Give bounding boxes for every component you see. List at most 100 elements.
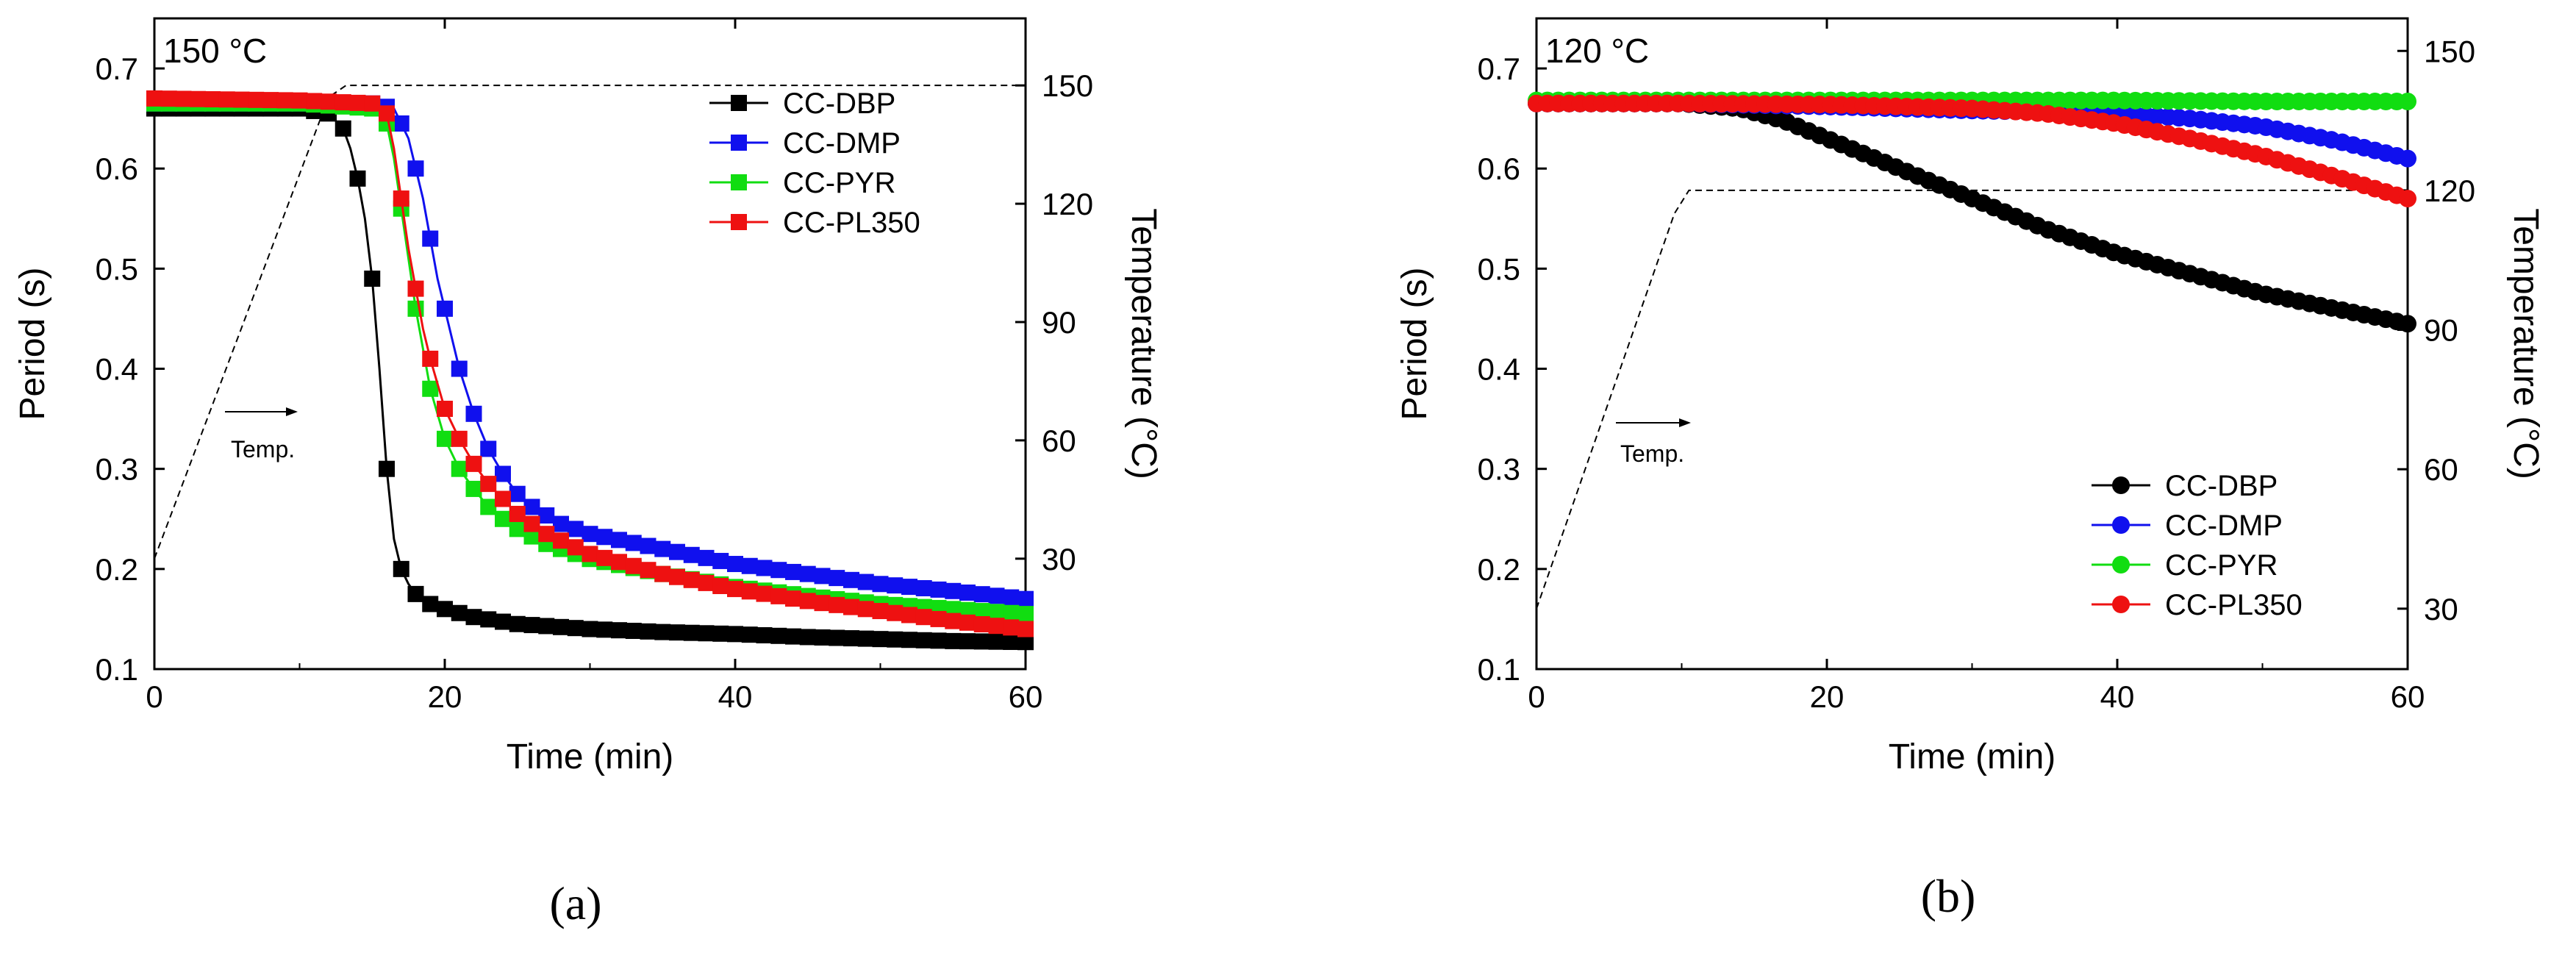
data-point-cc-dbp: [334, 120, 351, 137]
data-point-cc-dbp: [2399, 315, 2416, 333]
data-point-cc-pl350: [857, 601, 874, 618]
data-point-cc-pl350: [364, 95, 381, 112]
y-tick-label: 0.1: [96, 652, 138, 687]
data-point-cc-dbp: [596, 621, 613, 638]
data-point-cc-dmp: [959, 584, 976, 601]
data-point-cc-dmp: [930, 581, 947, 598]
temperature-curve: [1536, 189, 2408, 610]
y2-tick-label: 60: [1042, 424, 1076, 458]
data-point-cc-dmp: [465, 405, 482, 422]
data-point-cc-pl350: [1017, 621, 1034, 637]
data-point-cc-dmp: [451, 360, 468, 377]
legend-marker-cc-dbp: [731, 95, 747, 111]
data-point-cc-dmp: [422, 230, 439, 247]
data-point-cc-pl350: [799, 593, 816, 610]
data-point-cc-dbp: [393, 560, 409, 577]
temperature-curve: [154, 85, 1026, 560]
temperature-annotation: 150 °C: [163, 32, 267, 70]
data-point-cc-dbp: [814, 629, 831, 646]
data-point-cc-pl350: [233, 91, 250, 108]
y2-tick-label: 150: [1042, 68, 1093, 103]
data-point-cc-dmp: [727, 556, 743, 573]
legend-marker-cc-pyr: [2112, 556, 2130, 574]
data-point-cc-pl350: [276, 92, 293, 109]
data-point-cc-dbp: [683, 624, 700, 641]
data-point-cc-dmp: [407, 160, 424, 177]
temp-arrow-label: Temp.: [231, 436, 295, 462]
data-point-cc-dmp: [785, 563, 801, 580]
data-point-cc-dmp: [698, 549, 715, 566]
data-point-cc-dmp: [814, 568, 831, 585]
data-point-cc-pl350: [683, 571, 700, 588]
data-point-cc-dbp: [741, 626, 758, 643]
data-point-cc-dbp: [553, 618, 569, 635]
x-tick-label: 0: [1528, 679, 1545, 714]
data-point-cc-pyr: [480, 499, 497, 515]
data-point-cc-pyr: [509, 521, 526, 537]
data-point-cc-dbp: [857, 630, 874, 647]
data-point-cc-pl350: [465, 455, 482, 472]
chart-panel-b: 0 20 40 60 0.1 0.2 0.3 0.4 0.5 0.6 0.7 30 60 90 120 150…: [1395, 17, 2545, 922]
data-point-cc-dmp: [393, 115, 409, 132]
data-point-cc-dbp: [756, 626, 773, 643]
legend-marker-cc-pyr: [731, 174, 747, 190]
x-tick-label: 60: [2391, 679, 2425, 714]
data-point-cc-pyr: [495, 510, 511, 527]
data-point-cc-dbp: [930, 632, 947, 649]
data-point-cc-dbp: [654, 624, 671, 640]
temperature-annotation: 120 °C: [1545, 32, 1649, 70]
data-point-cc-dmp: [654, 540, 671, 557]
data-point-cc-dmp: [669, 543, 685, 560]
y2-tick-label: 120: [2424, 174, 2475, 208]
temp-arrow-head: [286, 407, 298, 416]
temp-arrow-label: Temp.: [1620, 440, 1684, 467]
data-point-cc-dbp: [785, 628, 801, 645]
data-point-cc-pl350: [785, 590, 801, 607]
data-point-cc-dbp: [727, 626, 743, 643]
data-point-cc-dmp: [799, 565, 816, 582]
data-point-cc-dbp: [465, 609, 482, 626]
data-point-cc-pl350: [262, 92, 279, 109]
data-point-cc-pl350: [625, 557, 642, 574]
y2-tick-label: 30: [2424, 592, 2458, 626]
data-point-cc-dmp: [611, 532, 627, 549]
data-point-cc-pyr: [451, 460, 468, 477]
y2-tick-label: 90: [1042, 305, 1076, 340]
data-point-cc-dmp: [553, 515, 569, 532]
data-point-cc-pl350: [422, 350, 439, 367]
data-point-cc-pl350: [611, 554, 627, 571]
data-point-cc-pl350: [756, 585, 773, 602]
data-point-cc-pl350: [437, 401, 453, 417]
y-tick-label: 0.7: [96, 51, 138, 86]
data-point-cc-dbp: [582, 621, 598, 637]
data-point-cc-dbp: [829, 629, 845, 646]
data-point-cc-pl350: [945, 612, 962, 629]
y-axis-title: Period (s): [13, 267, 52, 420]
data-point-cc-dmp: [915, 579, 932, 596]
data-point-cc-dbp: [480, 611, 497, 628]
legend-marker-cc-dbp: [2112, 476, 2130, 494]
data-point-cc-dbp: [843, 630, 859, 647]
legend-label-cc-dbp: CC-DBP: [2165, 470, 2278, 502]
data-point-cc-pl350: [596, 549, 613, 566]
data-point-cc-pyr: [2399, 93, 2416, 111]
data-point-cc-pl350: [2399, 190, 2416, 208]
data-point-cc-dbp: [887, 631, 904, 648]
data-point-cc-pl350: [843, 599, 859, 615]
data-point-cc-pl350: [915, 609, 932, 626]
data-point-cc-pl350: [770, 587, 787, 604]
data-point-cc-pl350: [872, 603, 889, 620]
data-point-cc-dmp: [523, 499, 540, 515]
data-point-cc-pl350: [901, 607, 917, 624]
data-point-cc-dbp: [770, 627, 787, 644]
data-point-cc-pl350: [379, 105, 395, 122]
data-point-cc-dmp: [945, 582, 962, 599]
data-point-cc-dmp: [640, 537, 656, 554]
y-tick-label: 0.5: [96, 251, 138, 286]
data-point-cc-pl350: [741, 583, 758, 600]
legend-marker-cc-pl350: [2112, 596, 2130, 613]
y-tick-label: 0.6: [1478, 151, 1520, 186]
data-point-cc-pyr: [523, 528, 540, 545]
data-point-cc-pl350: [523, 515, 540, 532]
data-point-cc-dbp: [538, 618, 555, 635]
